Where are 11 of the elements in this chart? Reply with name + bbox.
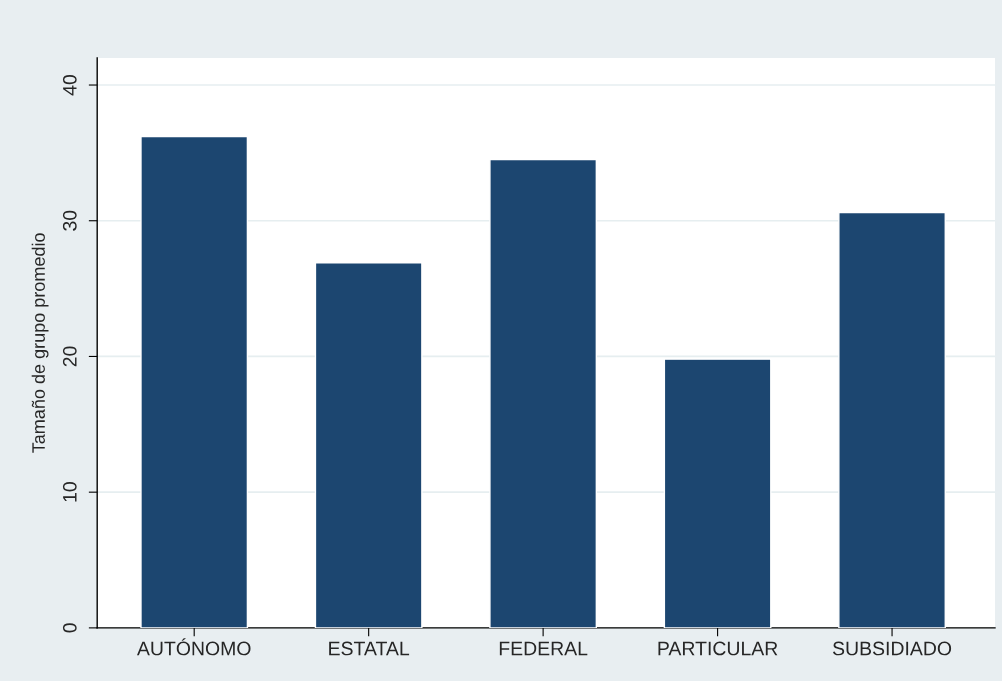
y-tick-label: 0 [62, 623, 77, 633]
y-tick-label: 40 [62, 74, 77, 96]
x-tick-label: PARTICULAR [658, 641, 778, 656]
y-tick-label: 30 [62, 210, 77, 231]
y-tick-label: 20 [62, 346, 77, 367]
x-tick-label: FEDERAL [499, 641, 588, 656]
x-tick-label: ESTATAL [329, 641, 410, 656]
x-tick-label: SUBSIDIADO [832, 641, 952, 656]
y-tick-label: 10 [62, 482, 77, 502]
x-tick-label: AUTÓNOMO [136, 638, 251, 656]
y-axis-title: Tamaño de grupo promedio [31, 233, 49, 453]
